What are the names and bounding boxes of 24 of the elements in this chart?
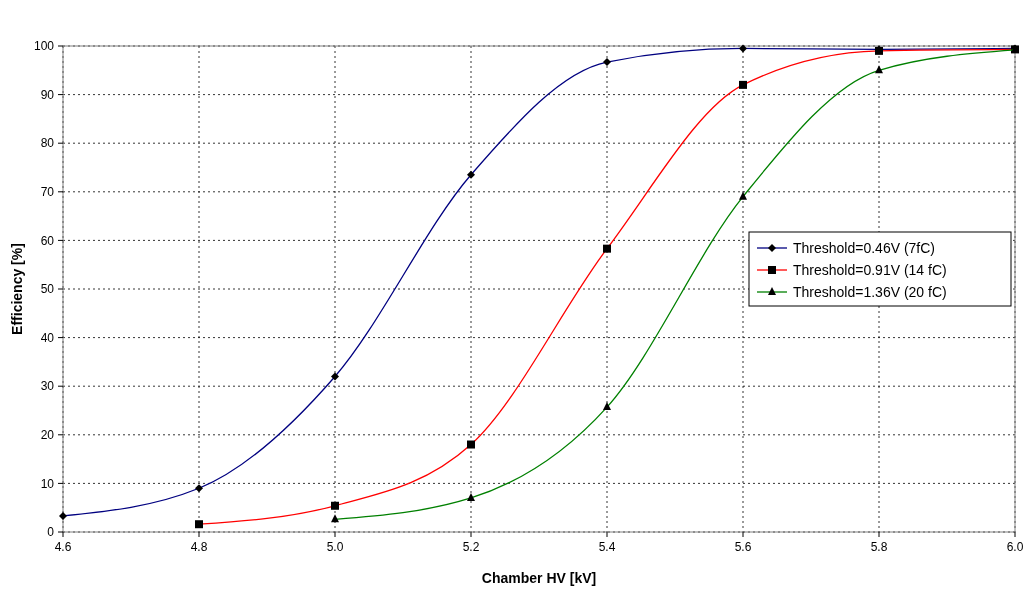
- y-tick-label: 20: [40, 428, 55, 442]
- legend-label: Threshold=1.36V (20 fC): [793, 283, 947, 300]
- y-tick-label: 60: [40, 233, 55, 248]
- legend-label: Threshold=0.46V (7fC): [793, 239, 936, 256]
- x-tick-label: 5.4: [598, 540, 616, 554]
- x-tick-label: 5.8: [870, 540, 888, 554]
- y-tick-label: 80: [40, 136, 55, 151]
- y-tick-label: 30: [40, 379, 55, 394]
- y-tick-label: 0: [47, 525, 55, 540]
- y-tick-label: 100: [33, 39, 55, 54]
- x-tick-label: 4.8: [190, 540, 208, 554]
- x-axis-title: Chamber HV [kV]: [481, 570, 597, 586]
- y-tick-label: 50: [40, 282, 55, 297]
- x-tick-label: 6.0: [1006, 540, 1024, 554]
- legend-label: Threshold=0.91V (14 fC): [793, 261, 947, 278]
- x-tick-label: 5.0: [326, 540, 344, 554]
- y-tick-label: 70: [40, 185, 55, 199]
- y-tick-label: 10: [40, 476, 55, 491]
- y-axis-title: Efficiency [%]: [9, 243, 25, 335]
- x-tick-label: 5.2: [462, 540, 480, 554]
- y-tick-label: 90: [40, 87, 55, 102]
- y-tick-label: 40: [40, 330, 55, 345]
- x-tick-label: 5.6: [734, 540, 752, 554]
- x-tick-label: 4.6: [54, 540, 72, 554]
